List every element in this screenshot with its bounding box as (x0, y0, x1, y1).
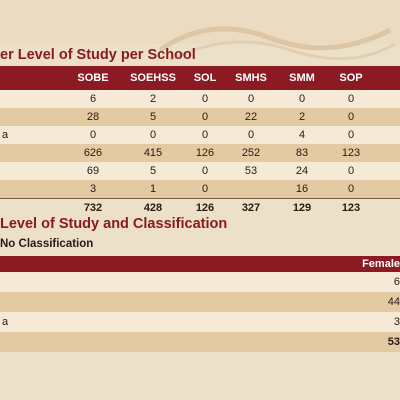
total-cell: 428 (124, 198, 182, 217)
row-label (0, 180, 62, 199)
cell (372, 180, 400, 199)
section2-title: Level of Study and Classification (0, 216, 228, 232)
cell: 0 (330, 126, 372, 144)
cell: 24 (274, 162, 330, 180)
row-label (0, 90, 62, 108)
cell (228, 180, 274, 199)
cell: 0 (274, 90, 330, 108)
list-item-total: 53 (0, 332, 400, 352)
table-row: 6 2 0 0 0 0 (0, 90, 400, 108)
cell: 0 (62, 126, 124, 144)
cell: 22 (228, 108, 274, 126)
cell: 0 (182, 180, 228, 199)
cell (372, 108, 400, 126)
row-label: a (0, 126, 62, 144)
female-value: 6 (393, 276, 400, 288)
cell: 83 (274, 144, 330, 162)
row-label: a (2, 316, 9, 328)
cell: 626 (62, 144, 124, 162)
cell: 3 (62, 180, 124, 199)
header-smm: SMM (274, 66, 330, 90)
cell: 28 (62, 108, 124, 126)
table-row: a 0 0 0 0 4 0 (0, 126, 400, 144)
header-sop: SOP (330, 66, 372, 90)
cell (372, 126, 400, 144)
header-cell (0, 66, 62, 90)
header-sobe: SOBE (62, 66, 124, 90)
decorative-swirl (158, 26, 396, 62)
cell: 415 (124, 144, 182, 162)
cell: 1 (124, 180, 182, 199)
table-row: 69 5 0 53 24 0 (0, 162, 400, 180)
row-label (0, 198, 62, 217)
cell: 0 (330, 108, 372, 126)
table-row: 3 1 0 16 0 (0, 180, 400, 199)
cell: 69 (62, 162, 124, 180)
cell: 0 (124, 126, 182, 144)
classification-header-bar: Female (0, 256, 400, 272)
cell: 0 (330, 162, 372, 180)
cell: 5 (124, 162, 182, 180)
total-cell: 126 (182, 198, 228, 217)
cell: 126 (182, 144, 228, 162)
female-value: 44 (387, 296, 400, 308)
cell: 4 (274, 126, 330, 144)
cell: 0 (330, 180, 372, 199)
cell: 0 (182, 162, 228, 180)
list-item: 44 (0, 292, 400, 312)
header-smhs: SMHS (228, 66, 274, 90)
header-band (0, 0, 400, 44)
total-cell: 123 (330, 198, 372, 217)
cell: 123 (330, 144, 372, 162)
cell (372, 162, 400, 180)
cell: 53 (228, 162, 274, 180)
table-row: 626 415 126 252 83 123 (0, 144, 400, 162)
table-row: 28 5 0 22 2 0 (0, 108, 400, 126)
list-item: a 3 (0, 312, 400, 332)
cell: 2 (124, 90, 182, 108)
female-value: 3 (393, 316, 400, 328)
row-label (0, 162, 62, 180)
header-sol: SOL (182, 66, 228, 90)
study-per-school-table: SOBE SOEHSS SOL SMHS SMM SOP 6 2 0 0 0 0… (0, 66, 400, 217)
cell: 16 (274, 180, 330, 199)
row-label (0, 144, 62, 162)
cell (372, 90, 400, 108)
header-cell (372, 66, 400, 90)
female-column-header: Female (362, 258, 400, 270)
cell: 0 (330, 90, 372, 108)
total-cell: 732 (62, 198, 124, 217)
total-cell: 129 (274, 198, 330, 217)
cell: 6 (62, 90, 124, 108)
total-cell: 327 (228, 198, 274, 217)
cell: 5 (124, 108, 182, 126)
list-item: 6 (0, 272, 400, 292)
row-label (0, 108, 62, 126)
table-header-row: SOBE SOEHSS SOL SMHS SMM SOP (0, 66, 400, 90)
cell: 0 (182, 108, 228, 126)
female-total-value: 53 (387, 336, 400, 348)
section2-subtitle: No Classification (0, 238, 94, 250)
totals-row: 732 428 126 327 129 123 (0, 198, 400, 217)
cell: 2 (274, 108, 330, 126)
cell: 0 (182, 126, 228, 144)
section1-title: er Level of Study per School (0, 47, 196, 63)
cell (372, 144, 400, 162)
cell: 0 (182, 90, 228, 108)
cell: 0 (228, 90, 274, 108)
header-soehss: SOEHSS (124, 66, 182, 90)
cell: 252 (228, 144, 274, 162)
cell (372, 198, 400, 217)
cell: 0 (228, 126, 274, 144)
